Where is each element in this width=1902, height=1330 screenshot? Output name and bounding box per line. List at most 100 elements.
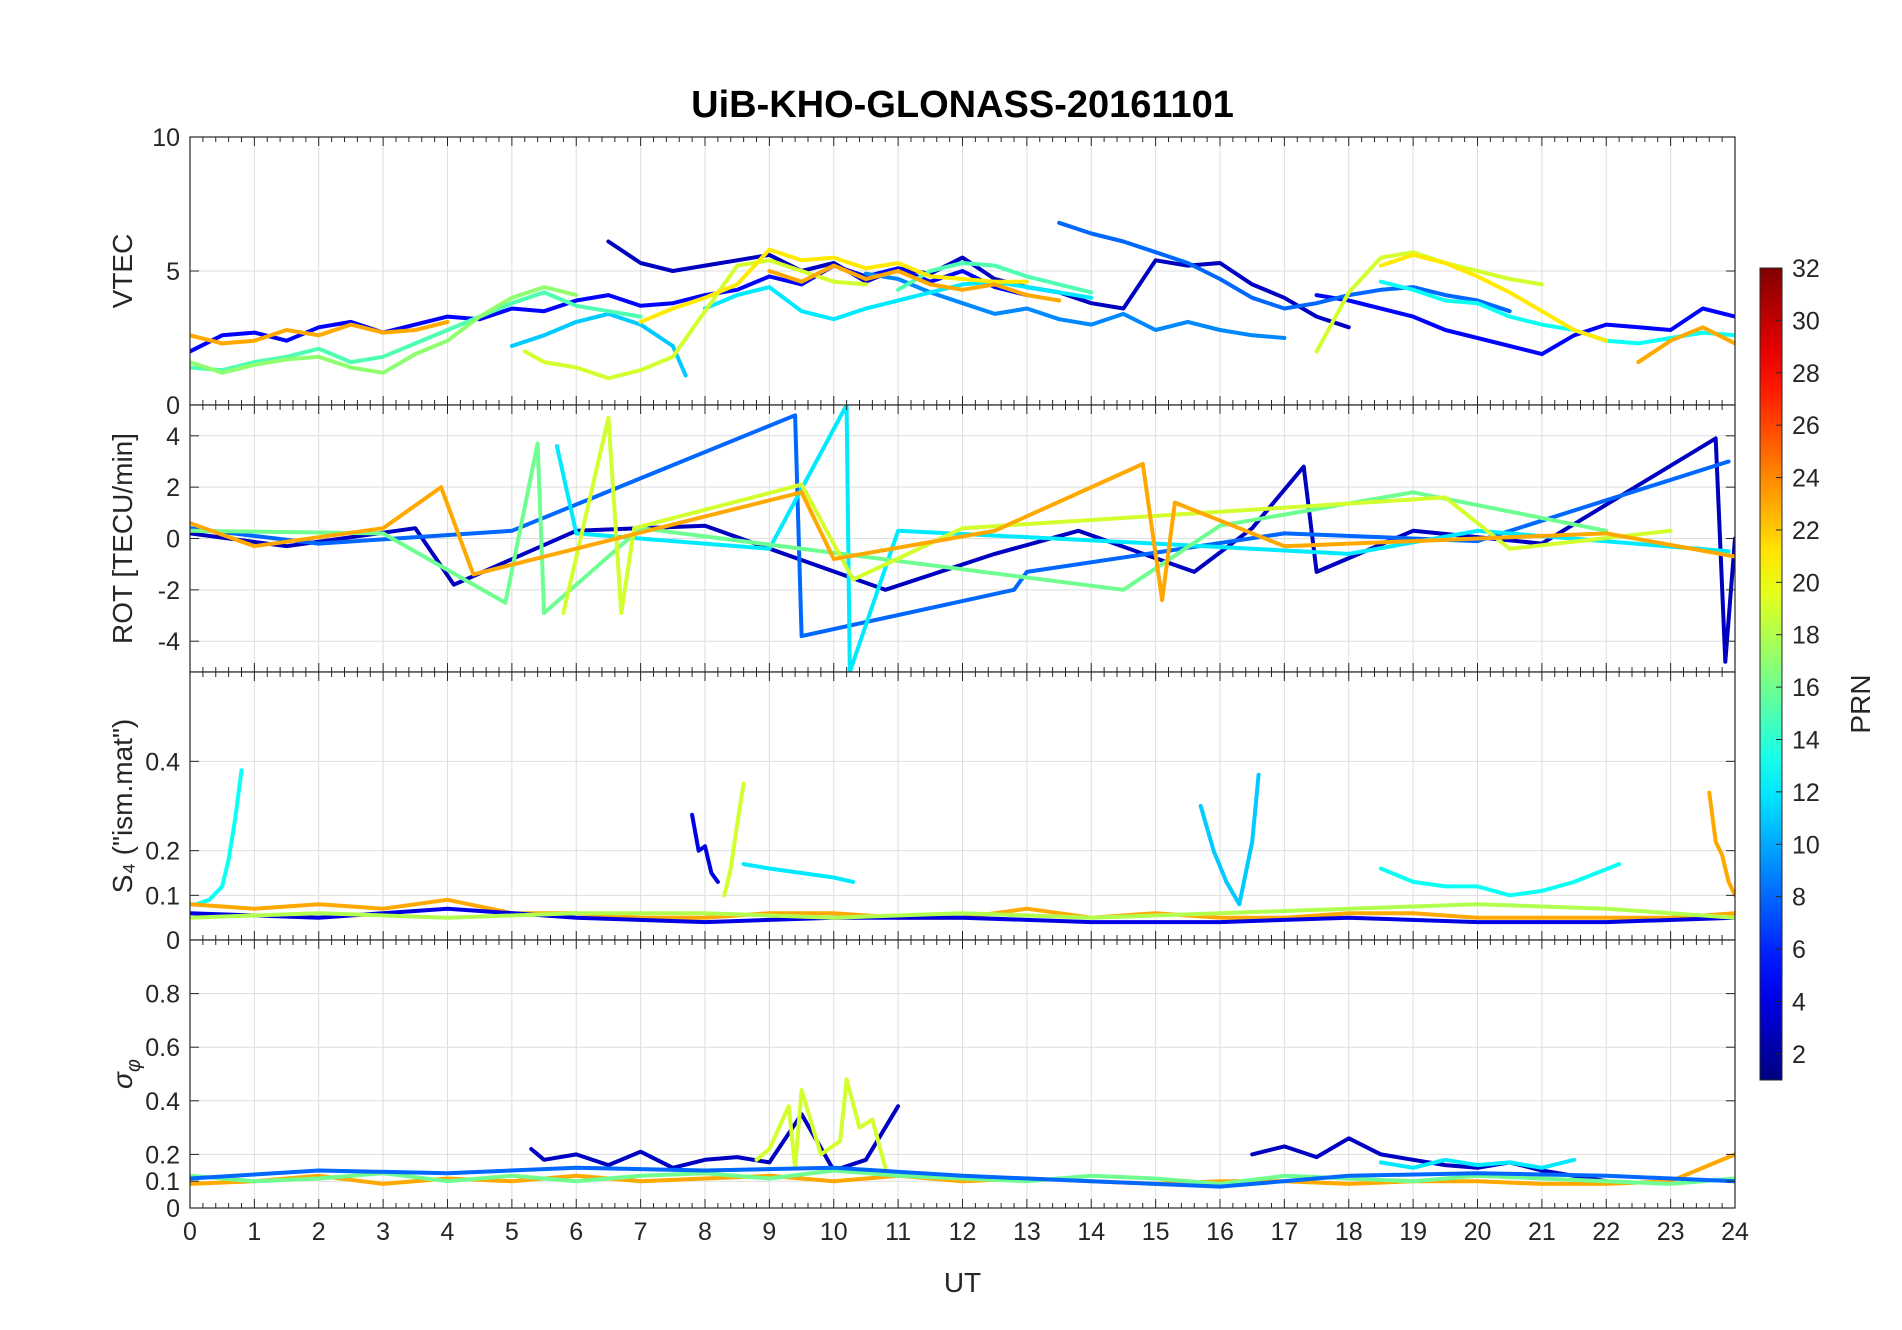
y-axis-label: σφ — [107, 1059, 145, 1089]
series-line-prn-15 — [190, 290, 643, 373]
panel-1: 0 5 10 VTEC — [107, 124, 1736, 420]
x-tick-label: 0 — [183, 1218, 197, 1246]
colorbar-tick-label: 14 — [1792, 726, 1820, 754]
series-line-prn-19 — [754, 1077, 888, 1170]
colorbar-tick-label: 26 — [1792, 412, 1820, 440]
x-tick-label: 15 — [1142, 1218, 1170, 1246]
y-tick-label: 0.1 — [145, 1168, 180, 1196]
x-tick-label: 22 — [1592, 1218, 1620, 1246]
colorbar-tick-label: 12 — [1792, 779, 1820, 807]
colorbar-tick-label: 8 — [1792, 884, 1806, 912]
series-group — [190, 405, 1735, 672]
y-tick-label: 0 — [166, 927, 180, 955]
y-axis-label: VTEC — [107, 234, 138, 309]
colorbar-tick-label: 24 — [1792, 465, 1820, 493]
series-line-prn-5 — [1314, 293, 1735, 357]
chart-title: UiB-KHO-GLONASS-20161101 — [691, 84, 1234, 126]
x-tick-label: 3 — [376, 1218, 390, 1246]
x-tick-label: 17 — [1270, 1218, 1298, 1246]
colorbar-tick-label: 10 — [1792, 831, 1820, 859]
y-tick-label: 0.1 — [145, 882, 180, 910]
x-tick-label: 8 — [698, 1218, 712, 1246]
series-line-prn-23 — [1707, 790, 1735, 898]
series-line-prn-3 — [190, 436, 1735, 664]
y-tick-label: 0.4 — [145, 1088, 180, 1116]
series-line-prn-8 — [1057, 220, 1512, 314]
series-line-prn-16 — [190, 441, 1609, 615]
series-line-prn-23 — [767, 263, 1062, 303]
x-tick-label: 21 — [1528, 1218, 1556, 1246]
colorbar-tick-label: 20 — [1792, 569, 1820, 597]
x-tick-label: 24 — [1721, 1218, 1749, 1246]
series-line-prn-21 — [638, 247, 1029, 324]
series-line-prn-18 — [190, 902, 1735, 920]
x-tick-label: 13 — [1013, 1218, 1041, 1246]
x-tick-label: 2 — [312, 1218, 326, 1246]
series-line-prn-23 — [190, 1152, 1735, 1186]
y-tick-label: 0.4 — [145, 748, 180, 776]
y-axis-label: ROT [TECU/min] — [107, 433, 138, 644]
x-tick-label: 19 — [1399, 1218, 1427, 1246]
y-tick-label: 0 — [166, 526, 180, 554]
series-line-prn-11 — [509, 311, 688, 378]
y-tick-label: 10 — [152, 124, 180, 152]
x-tick-label: 23 — [1657, 1218, 1685, 1246]
series-line-prn-5 — [190, 263, 1029, 354]
x-tick-label: 11 — [885, 1218, 911, 1246]
colorbar-tick-label: 18 — [1792, 622, 1820, 650]
series-line-prn-12 — [1378, 1157, 1577, 1170]
x-tick-label: 18 — [1335, 1218, 1363, 1246]
series-line-prn-13 — [1378, 862, 1622, 898]
y-axis-label: S₄ ("ism.mat") — [107, 719, 138, 893]
colorbar-gradient — [1759, 267, 1783, 1081]
series-line-prn-23 — [1636, 325, 1735, 365]
y-tick-label: 0.2 — [145, 838, 180, 866]
y-tick-label: 0.8 — [145, 981, 180, 1009]
series-line-prn-9 — [863, 271, 1287, 340]
series-line-prn-19 — [722, 781, 746, 898]
x-tick-label: 14 — [1077, 1218, 1105, 1246]
colorbar-tick-label: 6 — [1792, 936, 1806, 964]
series-line-prn-11 — [1198, 772, 1261, 907]
colorbar-tick-label: 16 — [1792, 674, 1820, 702]
series-line-prn-23 — [190, 462, 1735, 603]
series-line-prn-13 — [194, 768, 244, 907]
colorbar-tick-label: 22 — [1792, 517, 1820, 545]
series-line-prn-15 — [896, 261, 1094, 295]
colorbar-tick-label: 28 — [1792, 360, 1820, 388]
panel-3: 0 0.1 0.2 0.4S₄ ("ism.mat") — [107, 671, 1736, 955]
x-tick-label: 6 — [569, 1218, 583, 1246]
x-tick-label: 16 — [1206, 1218, 1234, 1246]
panel-4: 00.10.2 0.4 0.6 0.8 σφ — [107, 939, 1736, 1223]
x-tick-label: 12 — [949, 1218, 977, 1246]
series-line-prn-4 — [690, 812, 720, 884]
x-tick-label: 7 — [634, 1218, 648, 1246]
x-tick-label: 9 — [762, 1218, 776, 1246]
series-line-prn-8 — [190, 413, 1731, 639]
series-line-prn-23 — [190, 319, 450, 346]
y-tick-label: -2 — [158, 577, 180, 605]
series-group — [190, 1077, 1735, 1189]
y-tick-label: 5 — [166, 258, 180, 286]
series-line-prn-16 — [190, 1168, 1735, 1186]
y-tick-label: 0 — [166, 1195, 180, 1223]
series-line-prn-17 — [190, 285, 579, 375]
series-line-prn-4 — [190, 906, 1735, 925]
series-group — [190, 768, 1735, 925]
y-tick-label: 0.6 — [145, 1034, 180, 1062]
series-line-prn-12 — [703, 279, 1094, 322]
colorbar-tick-label: 2 — [1792, 1041, 1806, 1069]
x-tick-labels: 0 1 2 3 4 5 6 7 8 9 10 11 12 13 14 15 16 17 18 19 20 21 22 23 24 — [183, 1218, 1749, 1246]
colorbar-label: PRN — [1845, 674, 1876, 733]
y-tick-label: -4 — [158, 628, 180, 656]
x-tick-label: 4 — [441, 1218, 455, 1246]
colorbar-tick-label: 30 — [1792, 307, 1820, 335]
series-line-prn-19 — [561, 415, 1673, 615]
x-tick-label: 5 — [505, 1218, 519, 1246]
y-tick-label: 0.2 — [145, 1141, 180, 1169]
series-line-prn-12 — [741, 862, 856, 884]
